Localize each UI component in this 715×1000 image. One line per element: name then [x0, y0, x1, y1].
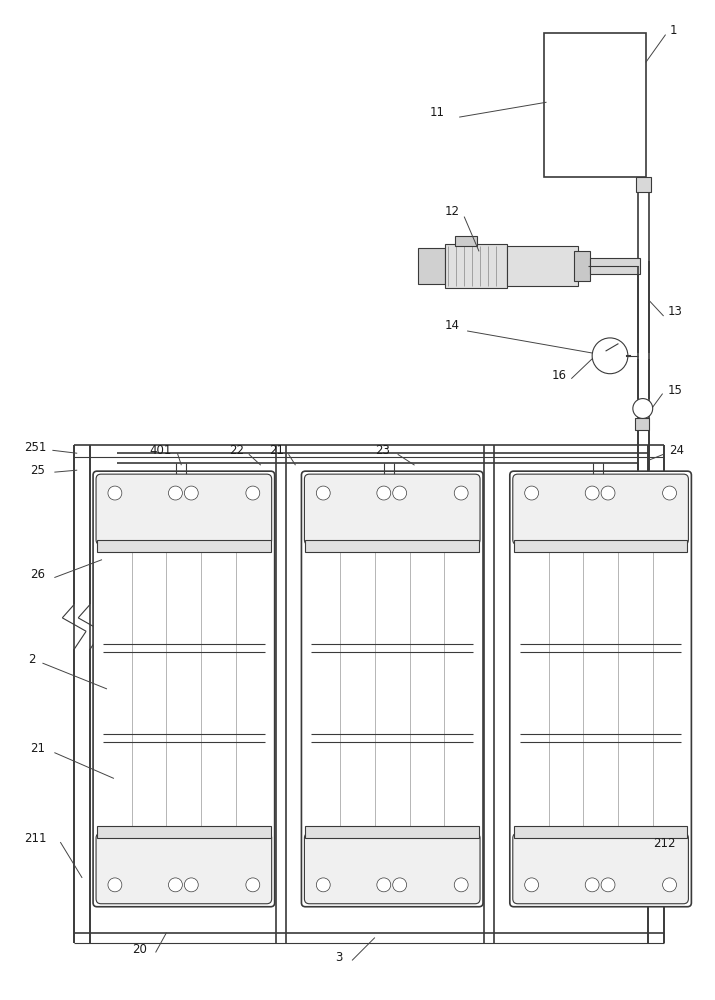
Circle shape: [377, 486, 390, 500]
Text: 14: 14: [444, 319, 459, 332]
Bar: [514, 540, 687, 552]
Bar: [514, 826, 687, 838]
Bar: [507, 246, 578, 286]
Text: 212: 212: [653, 837, 675, 850]
Text: 2: 2: [29, 653, 36, 666]
FancyBboxPatch shape: [510, 471, 691, 907]
Circle shape: [393, 486, 407, 500]
Circle shape: [246, 878, 260, 892]
Circle shape: [393, 878, 407, 892]
Bar: [636, 177, 651, 192]
FancyBboxPatch shape: [305, 833, 480, 904]
Text: 23: 23: [375, 444, 390, 457]
FancyBboxPatch shape: [513, 474, 689, 545]
Text: 211: 211: [24, 832, 47, 845]
FancyBboxPatch shape: [305, 474, 480, 545]
Circle shape: [585, 486, 599, 500]
Text: 22: 22: [229, 444, 244, 457]
Text: 25: 25: [31, 464, 46, 477]
Bar: [97, 826, 271, 838]
Circle shape: [246, 486, 260, 500]
Text: 21: 21: [31, 742, 46, 755]
FancyBboxPatch shape: [96, 833, 272, 904]
Circle shape: [633, 399, 653, 418]
Bar: [543, 33, 646, 177]
Circle shape: [108, 878, 122, 892]
Text: 1: 1: [669, 24, 677, 37]
Text: 251: 251: [24, 441, 47, 454]
Text: 26: 26: [31, 568, 46, 581]
Text: 12: 12: [444, 205, 459, 218]
Bar: [97, 540, 271, 552]
FancyBboxPatch shape: [302, 471, 483, 907]
Bar: [445, 244, 507, 288]
FancyBboxPatch shape: [513, 833, 689, 904]
Text: 13: 13: [668, 305, 682, 318]
Bar: [635, 418, 649, 430]
Circle shape: [316, 486, 330, 500]
Bar: [574, 251, 590, 281]
Circle shape: [454, 486, 468, 500]
Circle shape: [525, 878, 538, 892]
Circle shape: [316, 878, 330, 892]
Circle shape: [585, 878, 599, 892]
Bar: [305, 540, 479, 552]
Bar: [590, 258, 640, 274]
Circle shape: [601, 878, 615, 892]
Circle shape: [663, 486, 676, 500]
Circle shape: [454, 878, 468, 892]
Circle shape: [108, 486, 122, 500]
Text: 24: 24: [669, 444, 684, 457]
FancyBboxPatch shape: [93, 471, 275, 907]
Bar: [418, 248, 445, 284]
FancyBboxPatch shape: [96, 474, 272, 545]
Text: 16: 16: [551, 369, 566, 382]
Text: 11: 11: [430, 106, 445, 119]
Circle shape: [169, 486, 182, 500]
Circle shape: [525, 486, 538, 500]
Bar: [305, 826, 479, 838]
Bar: [455, 236, 477, 246]
Circle shape: [601, 486, 615, 500]
Text: 20: 20: [132, 943, 147, 956]
Circle shape: [184, 878, 198, 892]
Circle shape: [184, 486, 198, 500]
Circle shape: [377, 878, 390, 892]
Text: 15: 15: [668, 384, 682, 397]
Text: 3: 3: [335, 951, 342, 964]
Text: 21: 21: [269, 444, 284, 457]
Circle shape: [592, 338, 628, 374]
Circle shape: [663, 878, 676, 892]
Text: 401: 401: [149, 444, 172, 457]
Circle shape: [169, 878, 182, 892]
